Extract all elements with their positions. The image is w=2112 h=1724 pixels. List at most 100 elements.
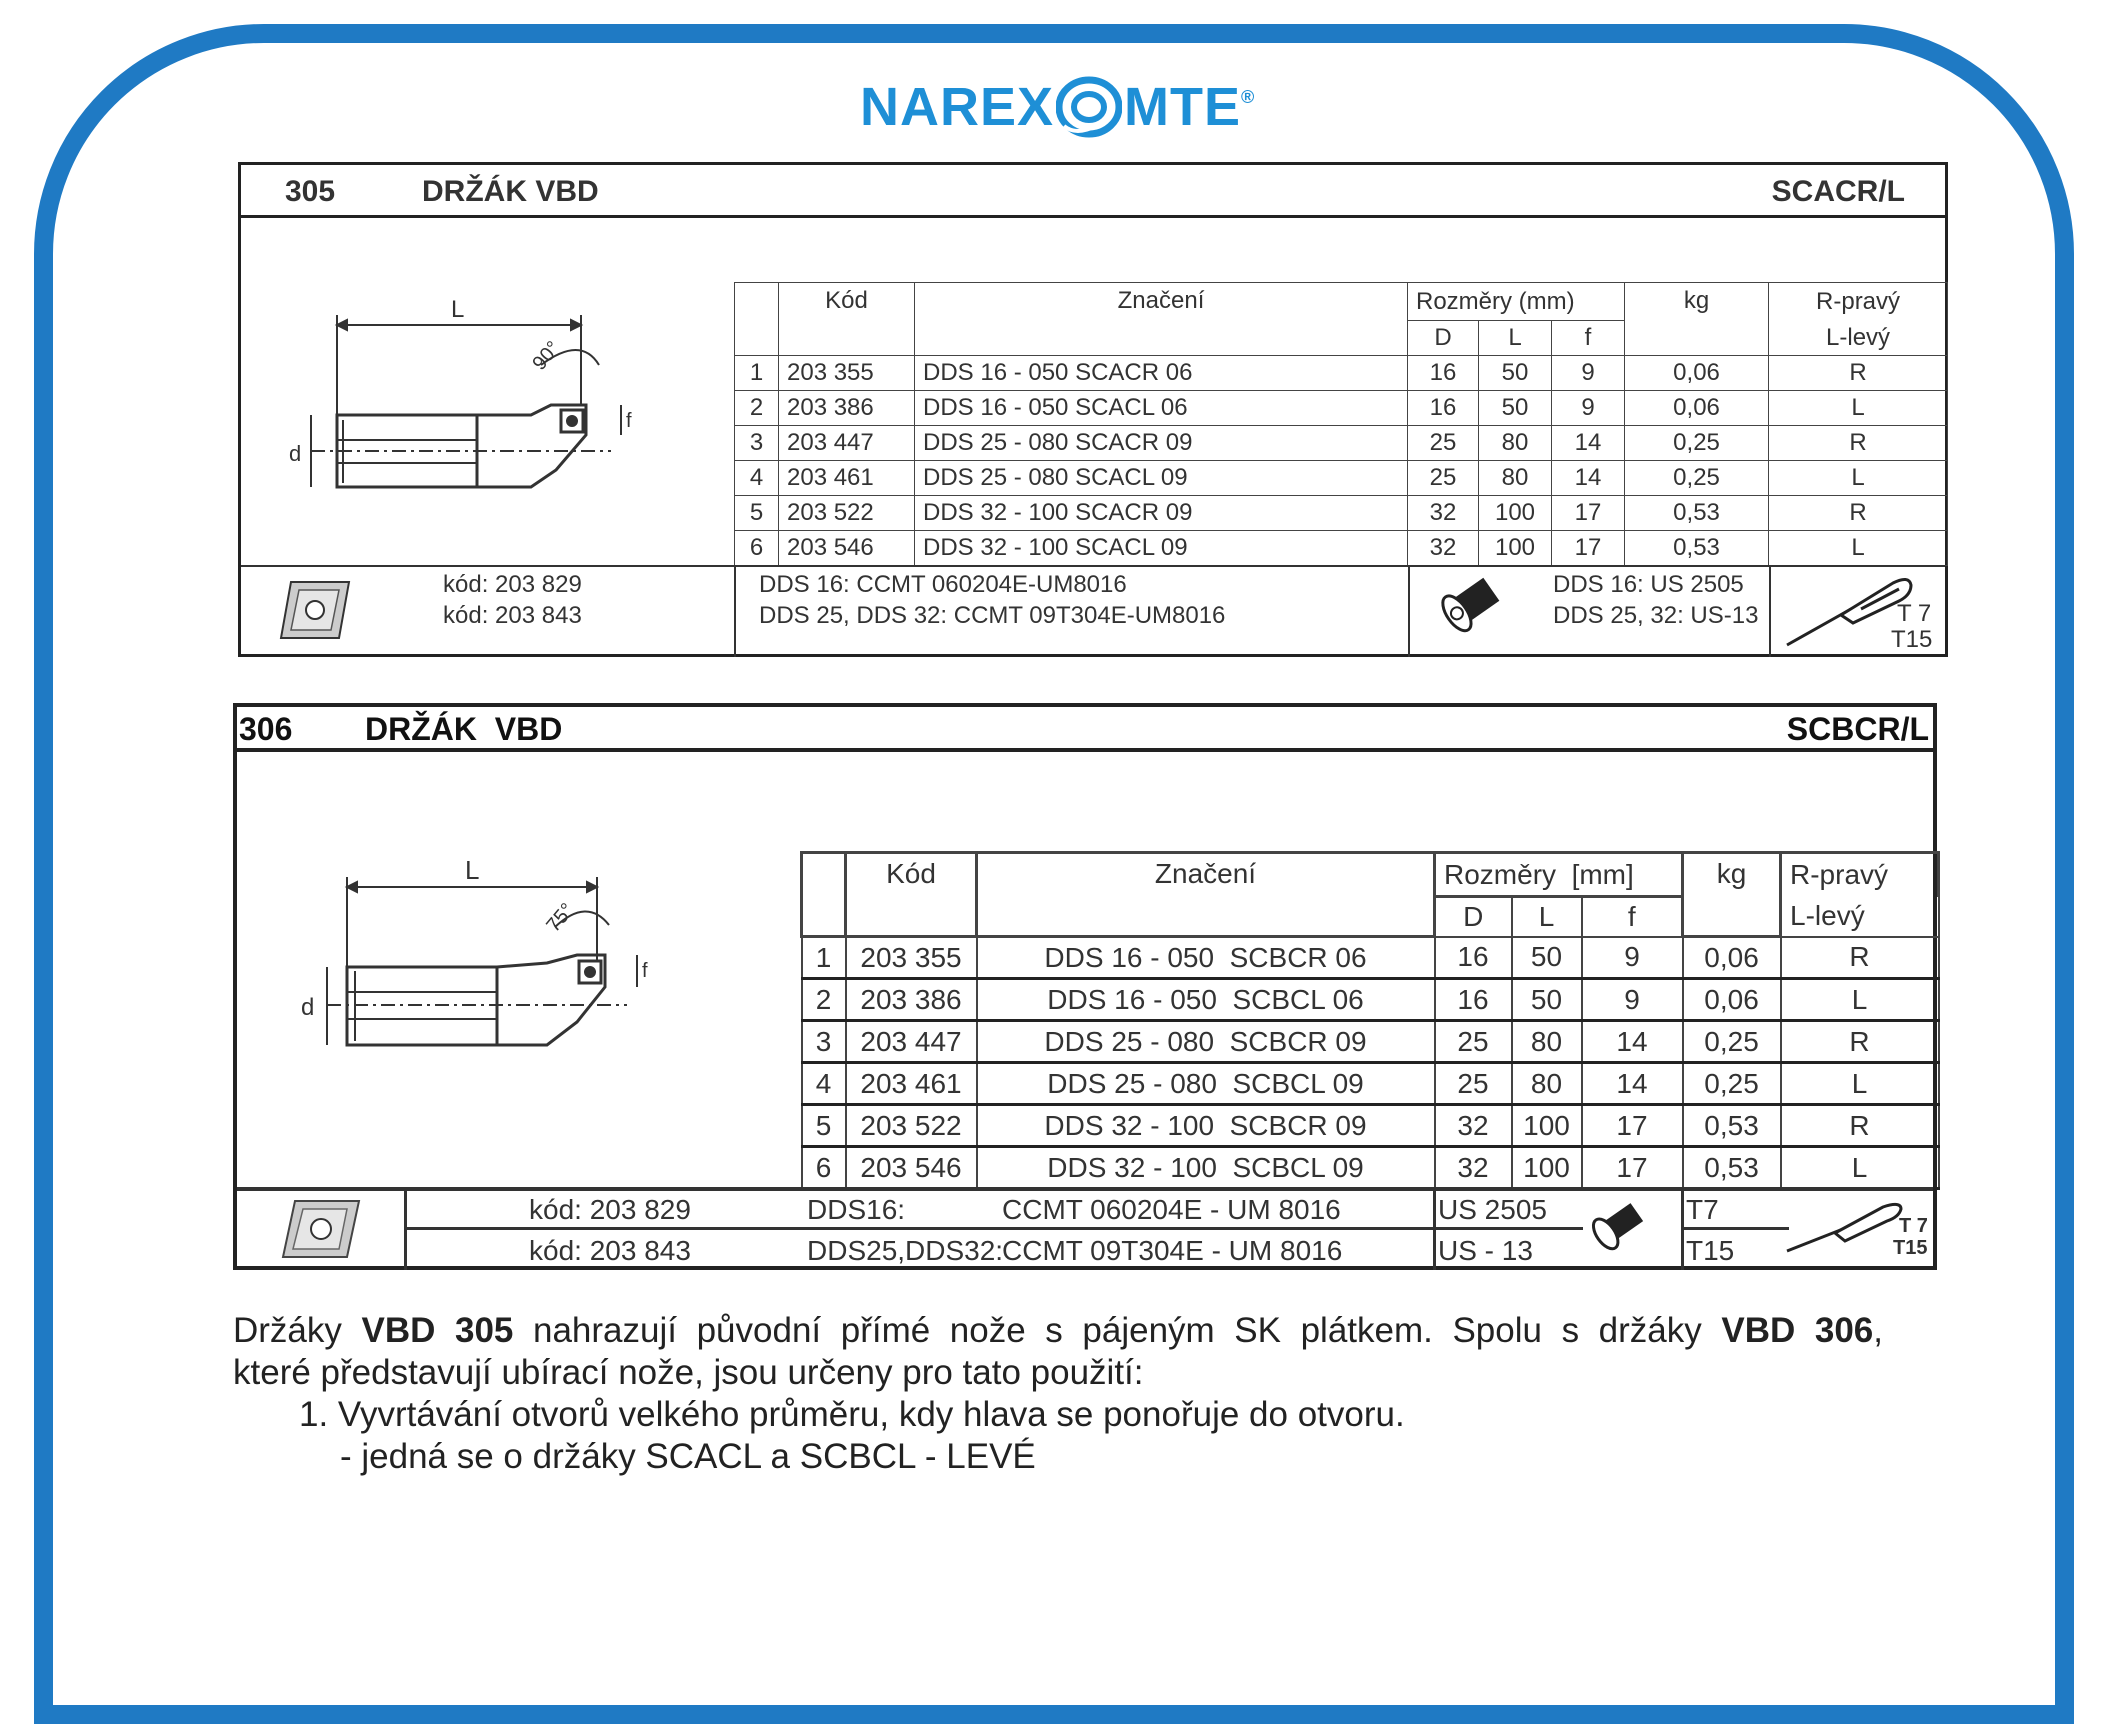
torx-key-icon <box>1786 1202 1903 1253</box>
description-paragraph: Držáky VBD 305 nahrazují původní přímé n… <box>233 1310 1883 1352</box>
footer-divider <box>734 565 736 657</box>
insert-dds-2: DDS25,DDS32: <box>807 1235 1004 1266</box>
insert-code-2: kód: 203 843 <box>529 1235 691 1266</box>
col-header-f: f <box>1580 895 1684 938</box>
cell-side: L <box>1768 460 1949 496</box>
cell-kg: 0,53 <box>1624 495 1770 531</box>
dim-f-label: f <box>626 410 632 432</box>
cell-side: L <box>1779 977 1940 1022</box>
holder-306-block: 306 DRŽÁK VBD SCBCR/L L d f 75° Kód Znač… <box>233 703 1941 1270</box>
cell-side: R <box>1768 425 1949 461</box>
narex-mte-logo: NAREX MTE ® <box>860 72 1255 142</box>
cell-n: 5 <box>800 1103 847 1148</box>
cell-kod: 203 386 <box>844 977 978 1022</box>
cell-side: R <box>1779 1019 1940 1064</box>
col-header-kg: kg <box>1681 851 1783 938</box>
dim-L-label: L <box>465 855 479 885</box>
holder-title: DRŽÁK VBD <box>365 711 563 747</box>
insert-dds-1: DDS16: <box>807 1194 906 1225</box>
cell-kod: 203 522 <box>844 1103 978 1148</box>
col-header-znaceni: Značení <box>914 282 1408 356</box>
dim-d-label: d <box>289 441 301 466</box>
screw-spec-1: DDS 16: US 2505 <box>1553 571 1744 598</box>
cell-kg: 0,25 <box>1624 425 1770 461</box>
col-header-D: D <box>1433 895 1513 938</box>
cell-kg: 0,06 <box>1624 355 1770 391</box>
description-line-2: které představují ubírací nože, jsou urč… <box>233 1353 1144 1392</box>
text-run: , <box>1873 1311 1883 1350</box>
cell-L: 50 <box>1510 977 1583 1022</box>
text-bold-vbd306: VBD 306 <box>1721 1311 1874 1350</box>
key-label-2: T15 <box>1893 1237 1928 1259</box>
text-run: nahrazují původní přímé nože s pájeným S… <box>513 1311 1722 1350</box>
cell-D: 25 <box>1407 460 1479 496</box>
footer-divider <box>1684 1227 1789 1230</box>
cell-L: 50 <box>1478 390 1552 426</box>
footer-divider <box>1433 1187 1436 1270</box>
holder-type: SCBCR/L <box>1786 711 1929 747</box>
cell-kg: 0,06 <box>1624 390 1770 426</box>
footer-divider <box>1769 565 1771 657</box>
cell-kod: 203 461 <box>844 1061 978 1106</box>
footer-divider <box>1681 1187 1684 1270</box>
footer-divider <box>237 1187 1933 1191</box>
cell-f: 14 <box>1550 460 1626 496</box>
cell-f: 17 <box>1550 530 1626 566</box>
cell-L: 100 <box>1478 530 1552 566</box>
table-row: 6 203 546 DDS 32 - 100 SCBCL 09 32 100 17 0,53… <box>800 1145 1940 1190</box>
cell-kg: 0,06 <box>1681 977 1782 1022</box>
col-header-side-right: R-pravý <box>1768 282 1949 321</box>
table-row: 5 203 522 DDS 32 - 100 SCBCR 09 32 100 17 0,53… <box>800 1103 1940 1148</box>
cell-kg: 0,53 <box>1681 1145 1782 1190</box>
col-header-L: L <box>1478 320 1552 356</box>
cell-L: 50 <box>1478 355 1552 391</box>
screw-spec-2: DDS 25, 32: US-13 <box>1553 602 1759 629</box>
col-header-number <box>734 282 779 356</box>
screw-icon <box>1441 577 1500 633</box>
col-header-kod: Kód <box>778 282 915 356</box>
cell-kg: 0,25 <box>1624 460 1770 496</box>
cell-D: 32 <box>1407 495 1479 531</box>
cell-n: 1 <box>800 935 847 980</box>
cell-kod: 203 447 <box>844 1019 978 1064</box>
table-row: 1 203 355 DDS 16 - 050 SCACR 06 16 50 9 0,06 R <box>734 355 1949 391</box>
dim-f-label: f <box>642 960 648 982</box>
key-label-1: T 7 <box>1899 1215 1928 1237</box>
cell-znaceni: DDS 25 - 080 SCBCL 09 <box>975 1061 1436 1106</box>
cell-D: 16 <box>1433 935 1513 980</box>
cell-L: 80 <box>1510 1019 1583 1064</box>
table-row: 3 203 447 DDS 25 - 080 SCBCR 09 25 80 14 0,25 R <box>800 1019 1940 1064</box>
key-size-2: T15 <box>1686 1235 1735 1266</box>
registered-mark: ® <box>1241 86 1256 107</box>
cell-D: 16 <box>1433 977 1513 1022</box>
cell-n: 2 <box>800 977 847 1022</box>
insert-spec-2: DDS 25, DDS 32: CCMT 09T304E-UM8016 <box>759 602 1226 629</box>
key-size-1: T7 <box>1686 1194 1719 1225</box>
col-header-D: D <box>1407 320 1479 356</box>
col-header-rozmery: Rozměry [mm] <box>1432 851 1685 898</box>
cell-side: L <box>1779 1061 1940 1106</box>
cell-n: 1 <box>734 355 779 391</box>
cell-znaceni: DDS 16 - 050 SCBCR 06 <box>975 935 1436 980</box>
col-header-f: f <box>1550 320 1626 356</box>
holder-305-drawing: L d f 90° <box>289 296 632 489</box>
table-row: 3 203 447 DDS 25 - 080 SCACR 09 25 80 14 0,25 R <box>734 425 1949 461</box>
cell-D: 25 <box>1433 1019 1513 1064</box>
dim-d-label: d <box>301 994 314 1021</box>
cell-D: 32 <box>1407 530 1479 566</box>
cell-f: 9 <box>1580 977 1684 1022</box>
holder-305-block: 305 DRŽÁK VBD SCACR/L L d f 90° Kód Znač… <box>238 162 1949 657</box>
cell-f: 9 <box>1550 390 1626 426</box>
col-header-znaceni: Značení <box>975 851 1436 938</box>
cell-L: 50 <box>1510 935 1583 980</box>
cell-f: 14 <box>1550 425 1626 461</box>
cell-L: 100 <box>1478 495 1552 531</box>
cell-n: 4 <box>734 460 779 496</box>
col-header-L: L <box>1510 895 1583 938</box>
holder-title: DRŽÁK VBD <box>422 175 599 208</box>
footer-divider <box>1408 565 1410 657</box>
cell-kg: 0,53 <box>1681 1103 1782 1148</box>
logo-text-right: MTE <box>1124 77 1242 137</box>
cell-n: 2 <box>734 390 779 426</box>
footer-divider <box>1436 1227 1583 1230</box>
